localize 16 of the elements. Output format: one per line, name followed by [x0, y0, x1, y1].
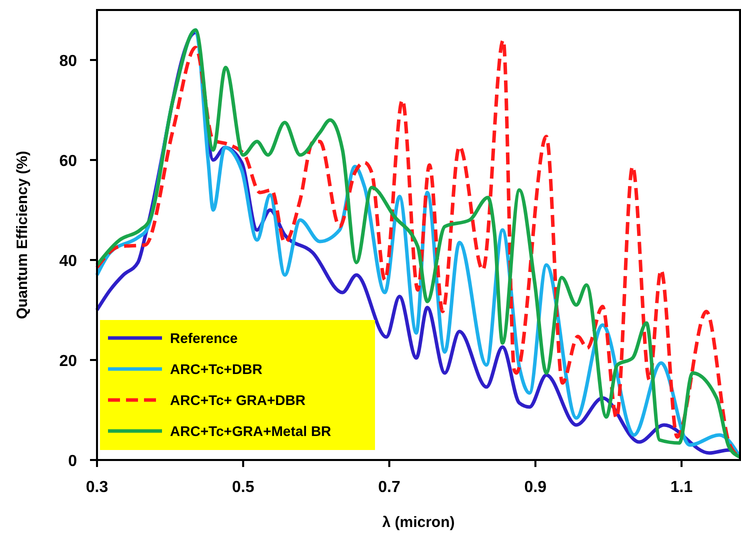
- legend-label: Reference: [170, 330, 238, 346]
- y-tick-label: 80: [59, 53, 78, 70]
- x-tick-label: 0.7: [378, 479, 400, 496]
- x-tick-label: 0.3: [86, 479, 108, 496]
- x-tick-label: 0.9: [524, 479, 547, 496]
- legend-label: ARC+Tc+GRA+Metal BR: [170, 423, 332, 439]
- y-axis-title: Quantum Efficiency (%): [14, 150, 31, 320]
- legend-label: ARC+Tc+ GRA+DBR: [170, 392, 306, 408]
- x-axis-title: λ (micron): [382, 514, 455, 531]
- y-tick-label: 20: [59, 353, 78, 370]
- y-tick-label: 60: [59, 153, 78, 170]
- legend-label: ARC+Tc+DBR: [170, 361, 262, 377]
- x-tick-label: 1.1: [670, 479, 693, 496]
- y-tick-label: 40: [59, 253, 78, 270]
- x-tick-label: 0.5: [232, 479, 254, 496]
- y-tick-label: 0: [68, 453, 78, 470]
